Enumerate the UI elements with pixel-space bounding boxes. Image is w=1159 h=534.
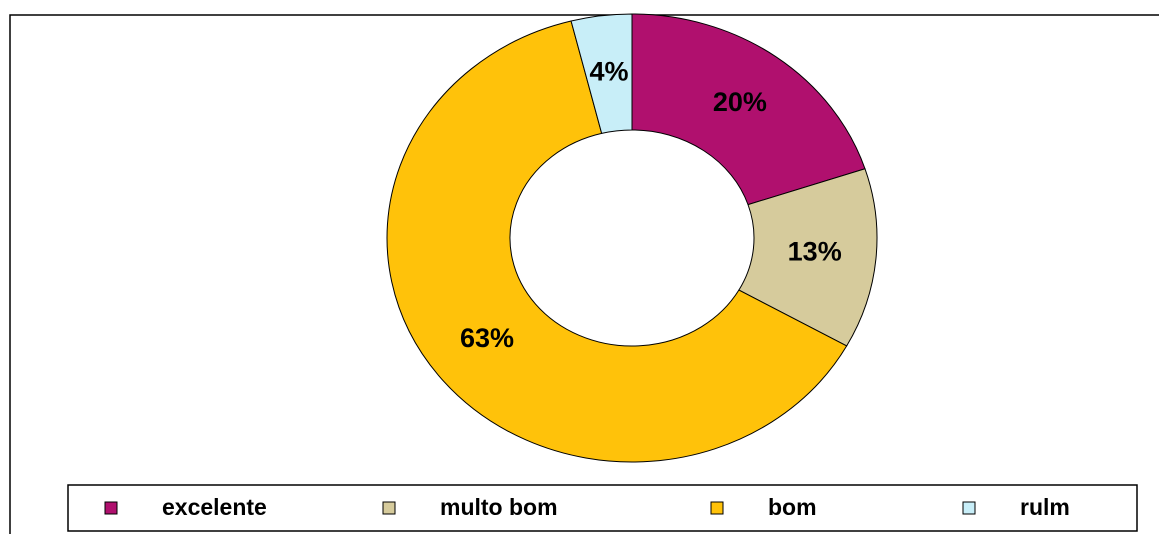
donut-slice xyxy=(570,13,633,134)
legend-label: bom xyxy=(768,494,817,520)
donut-slice xyxy=(738,168,878,347)
legend: excelente multo bom bom rulm xyxy=(104,494,1070,520)
donut-slice xyxy=(631,13,866,206)
data-label: 63% xyxy=(460,323,514,353)
legend-label: rulm xyxy=(1020,494,1070,520)
donut xyxy=(386,13,878,463)
legend-box xyxy=(67,484,1138,532)
legend-label: multo bom xyxy=(440,494,558,520)
legend-label: excelente xyxy=(162,494,267,520)
legend-marker xyxy=(382,501,396,515)
legend-marker xyxy=(104,501,118,515)
data-label: 20% xyxy=(713,87,767,117)
data-label: 4% xyxy=(589,56,628,86)
legend-marker xyxy=(962,501,976,515)
data-label: 13% xyxy=(788,237,842,267)
legend-marker xyxy=(710,501,724,515)
data-labels: 20% 13% 63% 4% xyxy=(460,56,842,352)
donut-slice xyxy=(386,20,848,463)
